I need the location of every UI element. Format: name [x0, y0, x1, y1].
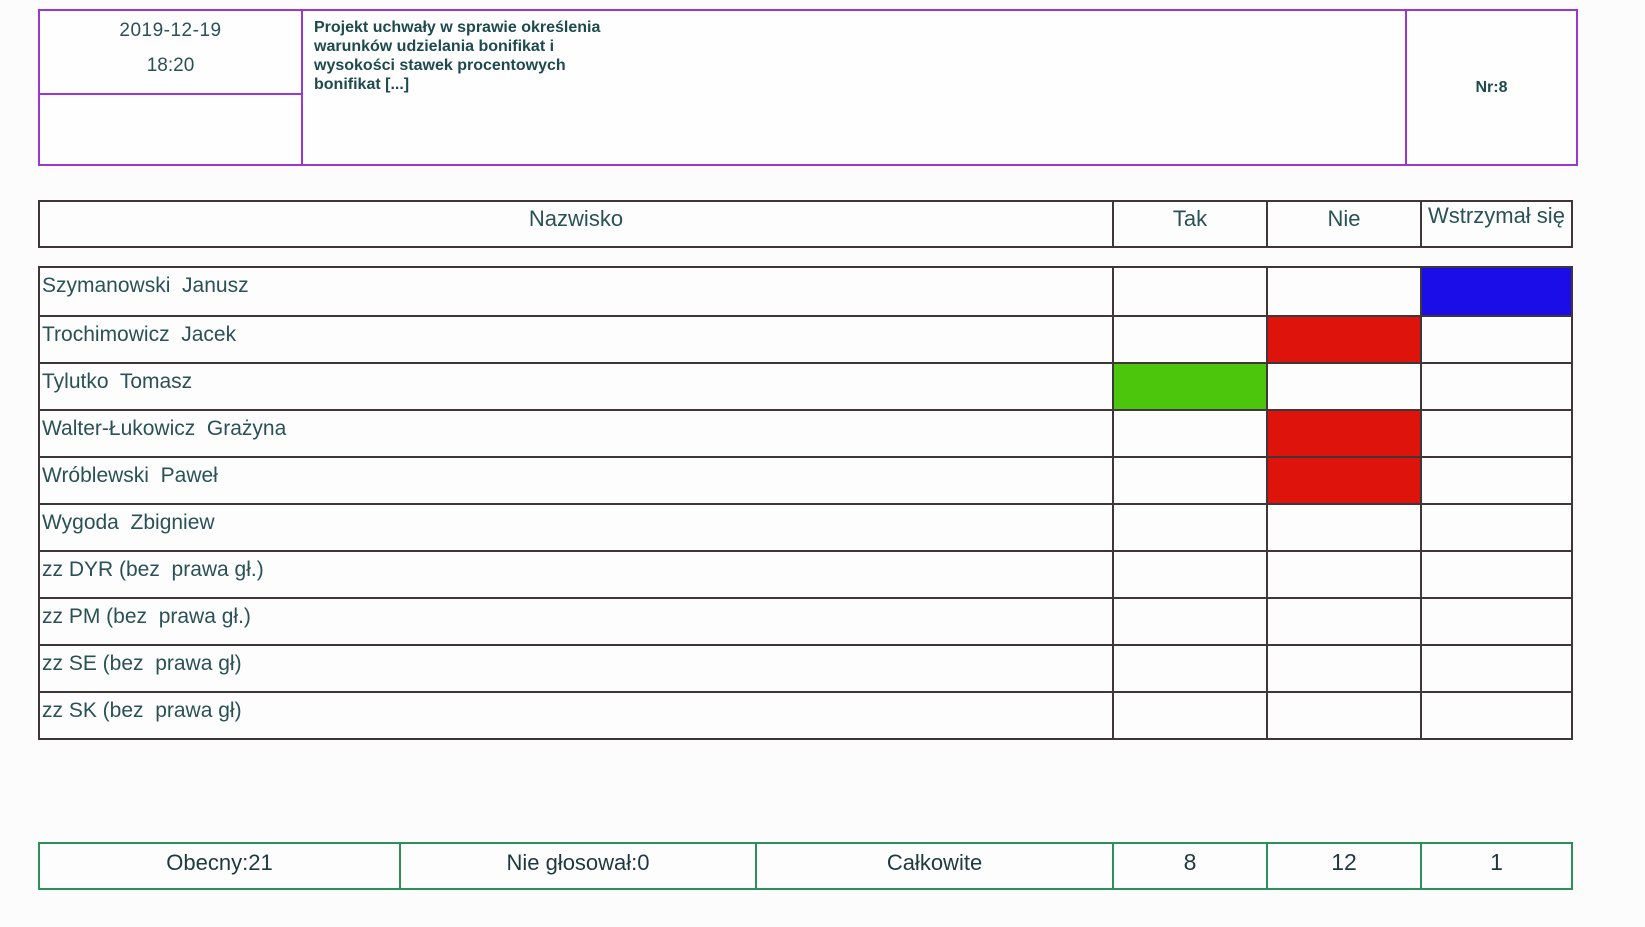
abstain-total: 1	[1420, 844, 1571, 888]
session-time: 18:20	[146, 55, 195, 76]
vote-cell-abstain	[1420, 458, 1571, 503]
resolution-number: Nr:8	[1475, 78, 1508, 96]
table-row: Walter-Łukowicz Grażyna	[40, 409, 1571, 456]
vote-cell-yes	[1112, 364, 1266, 409]
voter-name: Tylutko Tomasz	[42, 370, 193, 393]
table-row: Trochimowicz Jacek	[40, 315, 1571, 362]
resolution-title: Projekt uchwały w sprawie określenia war…	[314, 19, 601, 93]
session-date: 2019-12-19	[119, 20, 222, 41]
header-empty-cell	[40, 95, 301, 164]
column-header-tak: Tak	[1112, 202, 1266, 246]
vote-cell-no	[1266, 411, 1420, 456]
vote-cell-no	[1266, 646, 1420, 691]
vote-cell-abstain	[1420, 317, 1571, 362]
voter-name: Walter-Łukowicz Grażyna	[42, 417, 287, 440]
datetime-box: 2019-12-19 18:20	[40, 11, 301, 95]
vote-cell-yes	[1112, 552, 1266, 597]
header-number-cell: Nr:8	[1405, 11, 1576, 164]
voter-name: zz PM (bez prawa gł.)	[42, 605, 251, 628]
vote-cell-abstain	[1420, 599, 1571, 644]
voter-name: Wróblewski Paweł	[42, 464, 218, 487]
voter-name: zz SK (bez prawa gł)	[42, 699, 242, 722]
table-row: Wróblewski Paweł	[40, 456, 1571, 503]
vote-cell-abstain	[1420, 364, 1571, 409]
results-table-header: Nazwisko Tak Nie Wstrzymał się	[38, 200, 1573, 248]
vote-cell-abstain	[1420, 552, 1571, 597]
table-row: Wygoda Zbigniew	[40, 503, 1571, 550]
column-header-nazwisko: Nazwisko	[528, 206, 624, 231]
vote-cell-no	[1266, 505, 1420, 550]
column-header-nie: Nie	[1266, 202, 1420, 246]
vote-cell-abstain	[1420, 411, 1571, 456]
vote-cell-no	[1266, 268, 1420, 315]
vote-cell-no	[1266, 364, 1420, 409]
table-row: zz SE (bez prawa gł)	[40, 644, 1571, 691]
vote-cell-yes	[1112, 599, 1266, 644]
vote-cell-abstain	[1420, 505, 1571, 550]
total-label: Całkowite	[755, 844, 1112, 888]
header-panel: 2019-12-19 18:20 Projekt uchwały w spraw…	[38, 9, 1578, 166]
vote-cell-no	[1266, 317, 1420, 362]
header-datetime-cell: 2019-12-19 18:20	[40, 11, 303, 164]
yes-total: 8	[1112, 844, 1266, 888]
vote-cell-yes	[1112, 505, 1266, 550]
vote-cell-abstain	[1420, 646, 1571, 691]
vote-cell-no	[1266, 599, 1420, 644]
vote-cell-abstain	[1420, 268, 1571, 315]
present-count: Obecny:21	[166, 850, 273, 875]
vote-cell-yes	[1112, 458, 1266, 503]
vote-cell-yes	[1112, 317, 1266, 362]
vote-cell-yes	[1112, 268, 1266, 315]
voter-name: Trochimowicz Jacek	[42, 323, 237, 346]
voter-name: Wygoda Zbigniew	[42, 511, 215, 534]
voter-name: Szymanowski Janusz	[42, 274, 249, 297]
table-row: Tylutko Tomasz	[40, 362, 1571, 409]
vote-cell-no	[1266, 552, 1420, 597]
table-row: zz DYR (bez prawa gł.)	[40, 550, 1571, 597]
table-row: Szymanowski Janusz	[40, 268, 1571, 315]
table-row: zz SK (bez prawa gł)	[40, 691, 1571, 738]
vote-cell-yes	[1112, 411, 1266, 456]
voter-name: zz DYR (bez prawa gł.)	[42, 558, 264, 581]
results-table-body: Szymanowski Janusz Trochimowicz Jacek Tylu…	[38, 266, 1573, 740]
voter-name: zz SE (bez prawa gł)	[42, 652, 242, 675]
vote-cell-abstain	[1420, 693, 1571, 738]
summary-bar: Obecny:21 Nie głosował:0 Całkowite 8 12 …	[38, 842, 1573, 890]
no-total: 12	[1266, 844, 1420, 888]
column-header-wstrzymal-sie: Wstrzymał się	[1420, 202, 1571, 246]
not-voted-count: Nie głosował:0	[399, 844, 755, 888]
header-title-cell: Projekt uchwały w sprawie określenia war…	[303, 11, 1405, 164]
vote-cell-no	[1266, 693, 1420, 738]
vote-cell-no	[1266, 458, 1420, 503]
vote-cell-yes	[1112, 693, 1266, 738]
vote-cell-yes	[1112, 646, 1266, 691]
table-row: zz PM (bez prawa gł.)	[40, 597, 1571, 644]
